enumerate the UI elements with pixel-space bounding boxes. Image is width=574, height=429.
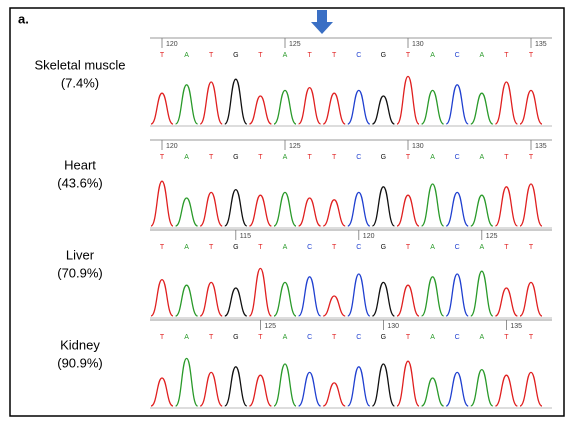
position-label: 120 [166,143,178,150]
base-call: A [479,52,484,59]
base-call: C [356,52,361,59]
base-call: A [479,334,484,341]
base-call: A [430,244,435,251]
base-call: G [233,334,238,341]
percent-label: (90.9%) [57,355,103,370]
base-call: T [504,334,509,341]
base-call: T [160,154,165,161]
tissue-label: Liver [66,247,95,262]
base-call: C [455,154,460,161]
position-label: 130 [412,41,424,48]
base-call: T [332,154,337,161]
base-call: T [160,244,165,251]
base-call: T [406,244,411,251]
base-call: T [406,52,411,59]
tissue-label: Heart [64,157,96,172]
base-call: C [356,154,361,161]
base-call: A [184,154,189,161]
base-call: A [184,52,189,59]
base-call: T [504,244,509,251]
position-label: 130 [387,323,399,330]
base-call: C [455,52,460,59]
base-call: C [307,244,312,251]
base-call: C [307,334,312,341]
position-label: 130 [412,143,424,150]
base-call: G [233,154,238,161]
position-label: 120 [363,233,375,240]
base-call: T [529,52,534,59]
panel-label: a. [18,11,29,26]
position-label: 135 [535,41,547,48]
base-call: G [233,244,238,251]
base-call: T [406,154,411,161]
base-call: T [160,52,165,59]
base-call: T [258,154,263,161]
base-call: T [406,334,411,341]
base-call: T [209,244,214,251]
base-call: A [283,244,288,251]
base-call: G [381,244,386,251]
base-call: T [209,154,214,161]
position-label: 125 [486,233,498,240]
base-call: C [455,334,460,341]
base-call: T [258,244,263,251]
base-call: G [233,52,238,59]
base-call: T [209,334,214,341]
position-label: 135 [510,323,522,330]
base-call: T [307,154,312,161]
position-label: 120 [166,41,178,48]
base-call: A [430,154,435,161]
base-call: A [184,334,189,341]
base-call: C [356,334,361,341]
position-label: 135 [535,143,547,150]
base-call: A [283,52,288,59]
position-label: 125 [264,323,276,330]
base-call: A [479,154,484,161]
base-call: A [479,244,484,251]
base-call: A [184,244,189,251]
base-call: T [332,334,337,341]
base-call: T [160,334,165,341]
base-call: G [381,52,386,59]
base-call: A [283,154,288,161]
base-call: A [430,52,435,59]
base-call: T [529,244,534,251]
base-call: T [504,52,509,59]
base-call: G [381,154,386,161]
figure: a. Skeletal muscle(7.4%)120125130135TATG… [0,0,574,424]
base-call: T [504,154,509,161]
position-label: 115 [240,233,251,240]
base-call: T [209,52,214,59]
base-call: G [381,334,386,341]
base-call: T [529,334,534,341]
percent-label: (7.4%) [61,75,99,90]
base-call: T [258,334,263,341]
base-call: T [332,52,337,59]
base-call: C [356,244,361,251]
base-call: T [332,244,337,251]
base-call: T [529,154,534,161]
base-call: T [258,52,263,59]
base-call: C [455,244,460,251]
position-label: 125 [289,143,301,150]
base-call: T [307,52,312,59]
percent-label: (70.9%) [57,265,103,280]
percent-label: (43.6%) [57,175,103,190]
tissue-label: Skeletal muscle [34,57,125,72]
base-call: A [430,334,435,341]
base-call: A [283,334,288,341]
position-label: 125 [289,41,301,48]
tissue-label: Kidney [60,337,100,352]
